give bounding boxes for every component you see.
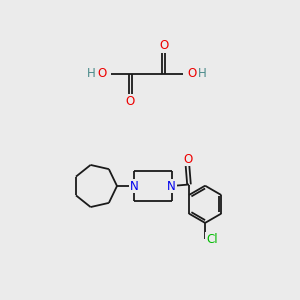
Text: O: O <box>159 39 168 52</box>
Text: H: H <box>87 67 96 80</box>
Text: O: O <box>98 67 107 80</box>
Text: O: O <box>183 153 192 166</box>
Text: N: N <box>167 179 176 193</box>
Text: Cl: Cl <box>206 233 218 246</box>
Text: N: N <box>130 179 139 193</box>
Text: O: O <box>187 67 196 80</box>
Text: O: O <box>126 94 135 108</box>
Text: H: H <box>198 67 207 80</box>
